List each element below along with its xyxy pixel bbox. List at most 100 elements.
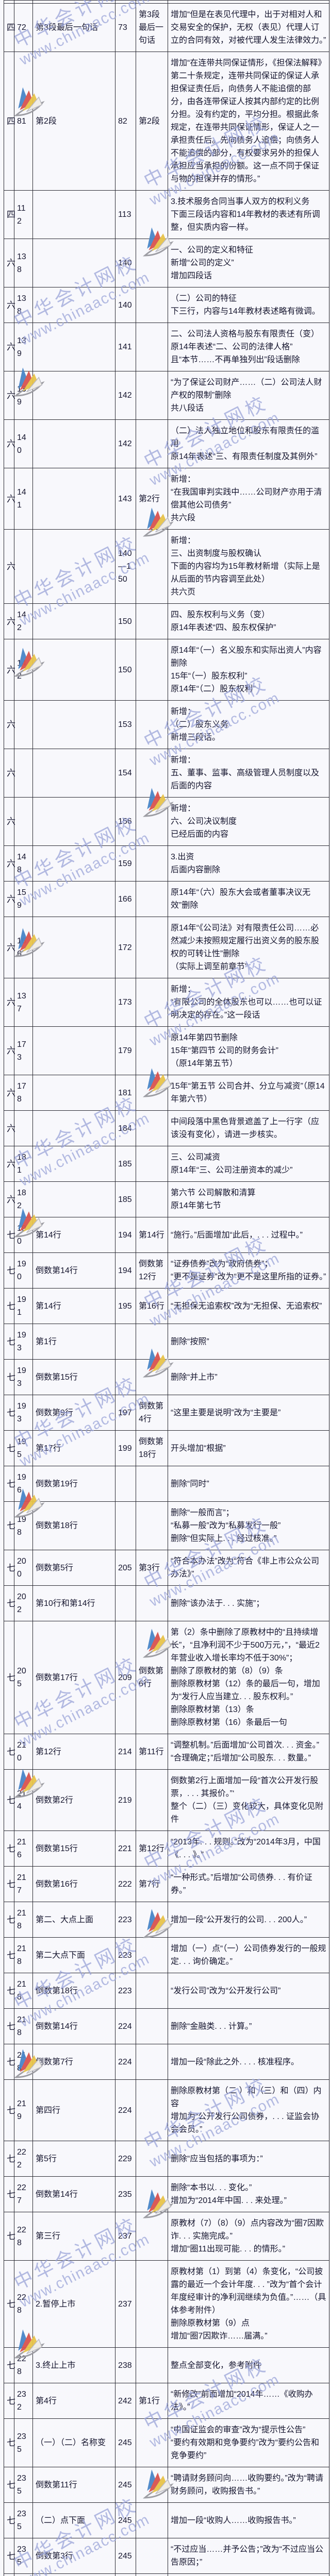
chapter-cell: 六	[4, 978, 15, 1027]
new-page-cell: 113	[115, 190, 136, 239]
table-row: 六 142 150 原14年“（一）名义股东和实际出资人”内容删除 15年“（一）股东权…	[4, 639, 329, 701]
old-location-cell: 倒数第9行	[32, 1395, 116, 1431]
change-line: 共六段	[171, 514, 196, 522]
change-line: 下面的内容均为15年教材新增（实际上是从后面的节内容调至此处）	[171, 562, 320, 584]
table-row: 六 138 140 （二）公司的特征 下三行，内容与14年教材表述略有微调。	[4, 287, 329, 323]
table-row: 六 140—150 新增： 三、出资制度与股权确认 下面的内容均为15年教材新增（实际上…	[4, 529, 329, 604]
new-page-cell: 245	[115, 2573, 136, 2576]
change-line: 新增三段话。	[171, 733, 221, 742]
new-page-cell: 221	[115, 1831, 136, 1867]
new-location-cell	[136, 1324, 168, 1360]
new-location-cell	[136, 529, 168, 604]
change-line: 中间段落中黑色背景遮盖了上一行字（应该没有变化），请进一步核实。	[171, 1117, 320, 1139]
table-row: 七236第2行245倒数第2行“必须事先……予以公告。”改为“必须及时……收购公…	[4, 2573, 329, 2576]
change-line: “中国证监会的审查”改为“提示性公告”	[171, 2426, 306, 2434]
change-line: 删除原教材第（12）条的最后一句，增加为“发行人应当建立. . . 股东权利。”	[171, 1680, 320, 1701]
change-line: “合理确定；”后增加“公司股东. . . 数量。”	[171, 1754, 311, 1762]
table-row: 六 153 新增： （二）股东义务 新增三段话。	[4, 700, 329, 749]
change-cell: 中间段落中黑色背景遮盖了上一行字（应该没有变化），请进一步核实。	[168, 1110, 329, 1146]
chapter-cell: 六	[4, 917, 15, 978]
table-row: 七 196 倒数第19行 删除“同时”	[4, 1466, 329, 1502]
change-cell: 删除“本书以. . . 变化。” 增加为“2014年中国. . . 来处理。”	[168, 2176, 329, 2212]
change-line: 3.出资	[171, 853, 194, 861]
old-location-cell	[32, 603, 116, 639]
old-page-cell: 166	[14, 917, 33, 978]
change-line: 原14年第四节删除	[171, 1033, 238, 1042]
change-line: 共六页	[171, 588, 196, 597]
table-row: 六 159 166 原14年“（六）股东大会或者董事决议无效”删除	[4, 881, 329, 917]
change-line: “聘请财务顾问向……收购要约。”改为“聘请财务顾问，收购报告书。”	[171, 2474, 323, 2496]
chapter-cell: 七	[4, 2141, 15, 2177]
old-page-cell	[14, 797, 33, 846]
new-page-cell: 143	[115, 468, 136, 530]
new-location-cell: 第7行	[136, 1866, 168, 1902]
chapter-cell: 七	[4, 1430, 15, 1466]
change-cell: 删除“并上市”	[168, 1359, 329, 1395]
change-cell: 删除原教材第（二 ）和（三）和（四）内容 增加为“公开发行公司债券，. . . 证…	[168, 2079, 329, 2141]
old-location-cell	[32, 700, 116, 749]
table-row: 六 141 143 第2行 新增： “在我国审判实践中……公司财产亦用于清偿其他公司债务”…	[4, 468, 329, 530]
new-location-cell	[136, 917, 168, 978]
new-page-cell: 140	[115, 239, 136, 287]
new-location-cell	[136, 1973, 168, 2009]
old-page-cell: 72	[14, 3, 33, 52]
change-line: 倒数第2行上面增加一段“首次公开发行股票，. . . 其报价。”‘	[171, 1776, 319, 1798]
new-location-cell	[136, 2141, 168, 2177]
table-row: 七 190 第14行 194 第14行 “施行。”后面增加“此后，. . . 过程中。”	[4, 1217, 329, 1253]
old-location-cell: 第3段最后一句话	[32, 3, 116, 52]
table-row: 七 218 倒数第18行 223 “发行公司”改为“公开发行公司”	[4, 1973, 329, 2009]
old-page-cell: 195	[14, 1430, 33, 1466]
chapter-cell: 七	[4, 1501, 15, 1550]
change-cell: 新增： “有限公司的全体股东也可以……也可以证明决定的存在。”这一段话	[168, 978, 329, 1027]
change-line: 删除原教材第（13）条	[171, 1705, 254, 1714]
changes-table-body: 四 72 第3段最后一句话 73 第3段最后一句话 增加“但是在表见代理中，出于对相对人和…	[4, 0, 329, 2576]
new-page-cell: 159	[115, 845, 136, 882]
change-cell	[168, 0, 329, 4]
old-location-cell	[32, 1075, 116, 1111]
table-row: 七 193 倒数第9行 197 倒数第4行 “这里主要是说明”改为“主要是”	[4, 1395, 329, 1431]
change-line: 下面三段话内容和14年教材的表述有所调整，但实质内容一样。	[171, 210, 320, 232]
change-cell: “证券债券”改为“政府债券”； “更不是证券”改为“更不是这里所指的证券。”	[168, 1252, 329, 1289]
change-cell: 一、公司的定义和特征 新增“公司的定义” 增加四段话	[168, 239, 329, 287]
table-row: 六 137 173 新增： “有限公司的全体股东也可以……也可以证明决定的存在。”这一段…	[4, 978, 329, 1027]
new-location-cell	[136, 419, 168, 468]
old-page-cell: 139	[14, 371, 33, 420]
old-page-cell: 142	[14, 603, 33, 639]
new-location-cell: 第2段	[136, 52, 168, 191]
change-line: 15年“第五节 公司合并、分立与减资”（原14年第六节）	[171, 1082, 325, 1104]
new-location-cell: 第12行	[136, 1831, 168, 1867]
old-page-cell: 235	[14, 2418, 33, 2467]
change-cell: “聘请财务顾问向……收购要约。”改为“聘请财务顾问，收购报告书。”	[168, 2467, 329, 2503]
old-location-cell: 倒数第3行	[32, 2538, 116, 2574]
new-page-cell: 179	[115, 1026, 136, 1075]
table-row: 七 198 倒数第18行 删除“一般而言”； “私募一般”改为“私募发行一般” 删除“但实…	[4, 1501, 329, 1550]
change-line: “证券债券”改为“政府债券”；	[171, 1260, 273, 1268]
chapter-cell: 七	[4, 2044, 15, 2080]
old-location-cell: 倒数第19行	[32, 1466, 116, 1502]
change-line: 增加“但是在表见代理中，出于对相对人和交易安全的保护，无权（表见）代理人订立的合…	[171, 10, 326, 45]
old-page-cell	[14, 700, 33, 749]
new-location-cell	[136, 2502, 168, 2538]
chapter-cell: 六	[4, 881, 15, 917]
new-location-cell	[136, 2008, 168, 2044]
new-location-cell: 倒数第6行	[136, 1621, 168, 1734]
old-page-cell: 232	[14, 2383, 33, 2419]
change-cell: 增加“在连带共同保证情形，《担保法解释》第二十条规定，连带共同保证的保证人承担保…	[168, 52, 329, 191]
old-page-cell: 202	[14, 1585, 33, 1621]
old-page-cell: 217	[14, 1866, 33, 1902]
old-page-cell: 141	[14, 468, 33, 530]
change-cell: “必须事先……予以公告。”改为“必须及时……收购公司。”	[168, 2573, 329, 2576]
change-line: “有限公司的全体股东也可以……也可以证明决定的存在。”这一段话	[171, 998, 322, 1020]
old-page-cell: 178	[14, 1075, 33, 1111]
chapter-cell: 六	[4, 1110, 15, 1146]
new-location-cell	[136, 2467, 168, 2503]
change-cell: 删除“同时”	[168, 1466, 329, 1502]
chapter-cell: 七	[4, 2467, 15, 2503]
new-page-cell: 142	[115, 371, 136, 420]
chapter-cell: 六	[4, 239, 15, 287]
new-page-cell: 235	[115, 2176, 136, 2212]
new-location-cell: 倒数第2行	[136, 2573, 168, 2576]
chapter-cell: 六	[4, 603, 15, 639]
old-location-cell	[32, 1181, 116, 1217]
change-cell: 新增： 五、董事、监事、高级管理人员制度以及后面的内容	[168, 749, 329, 798]
